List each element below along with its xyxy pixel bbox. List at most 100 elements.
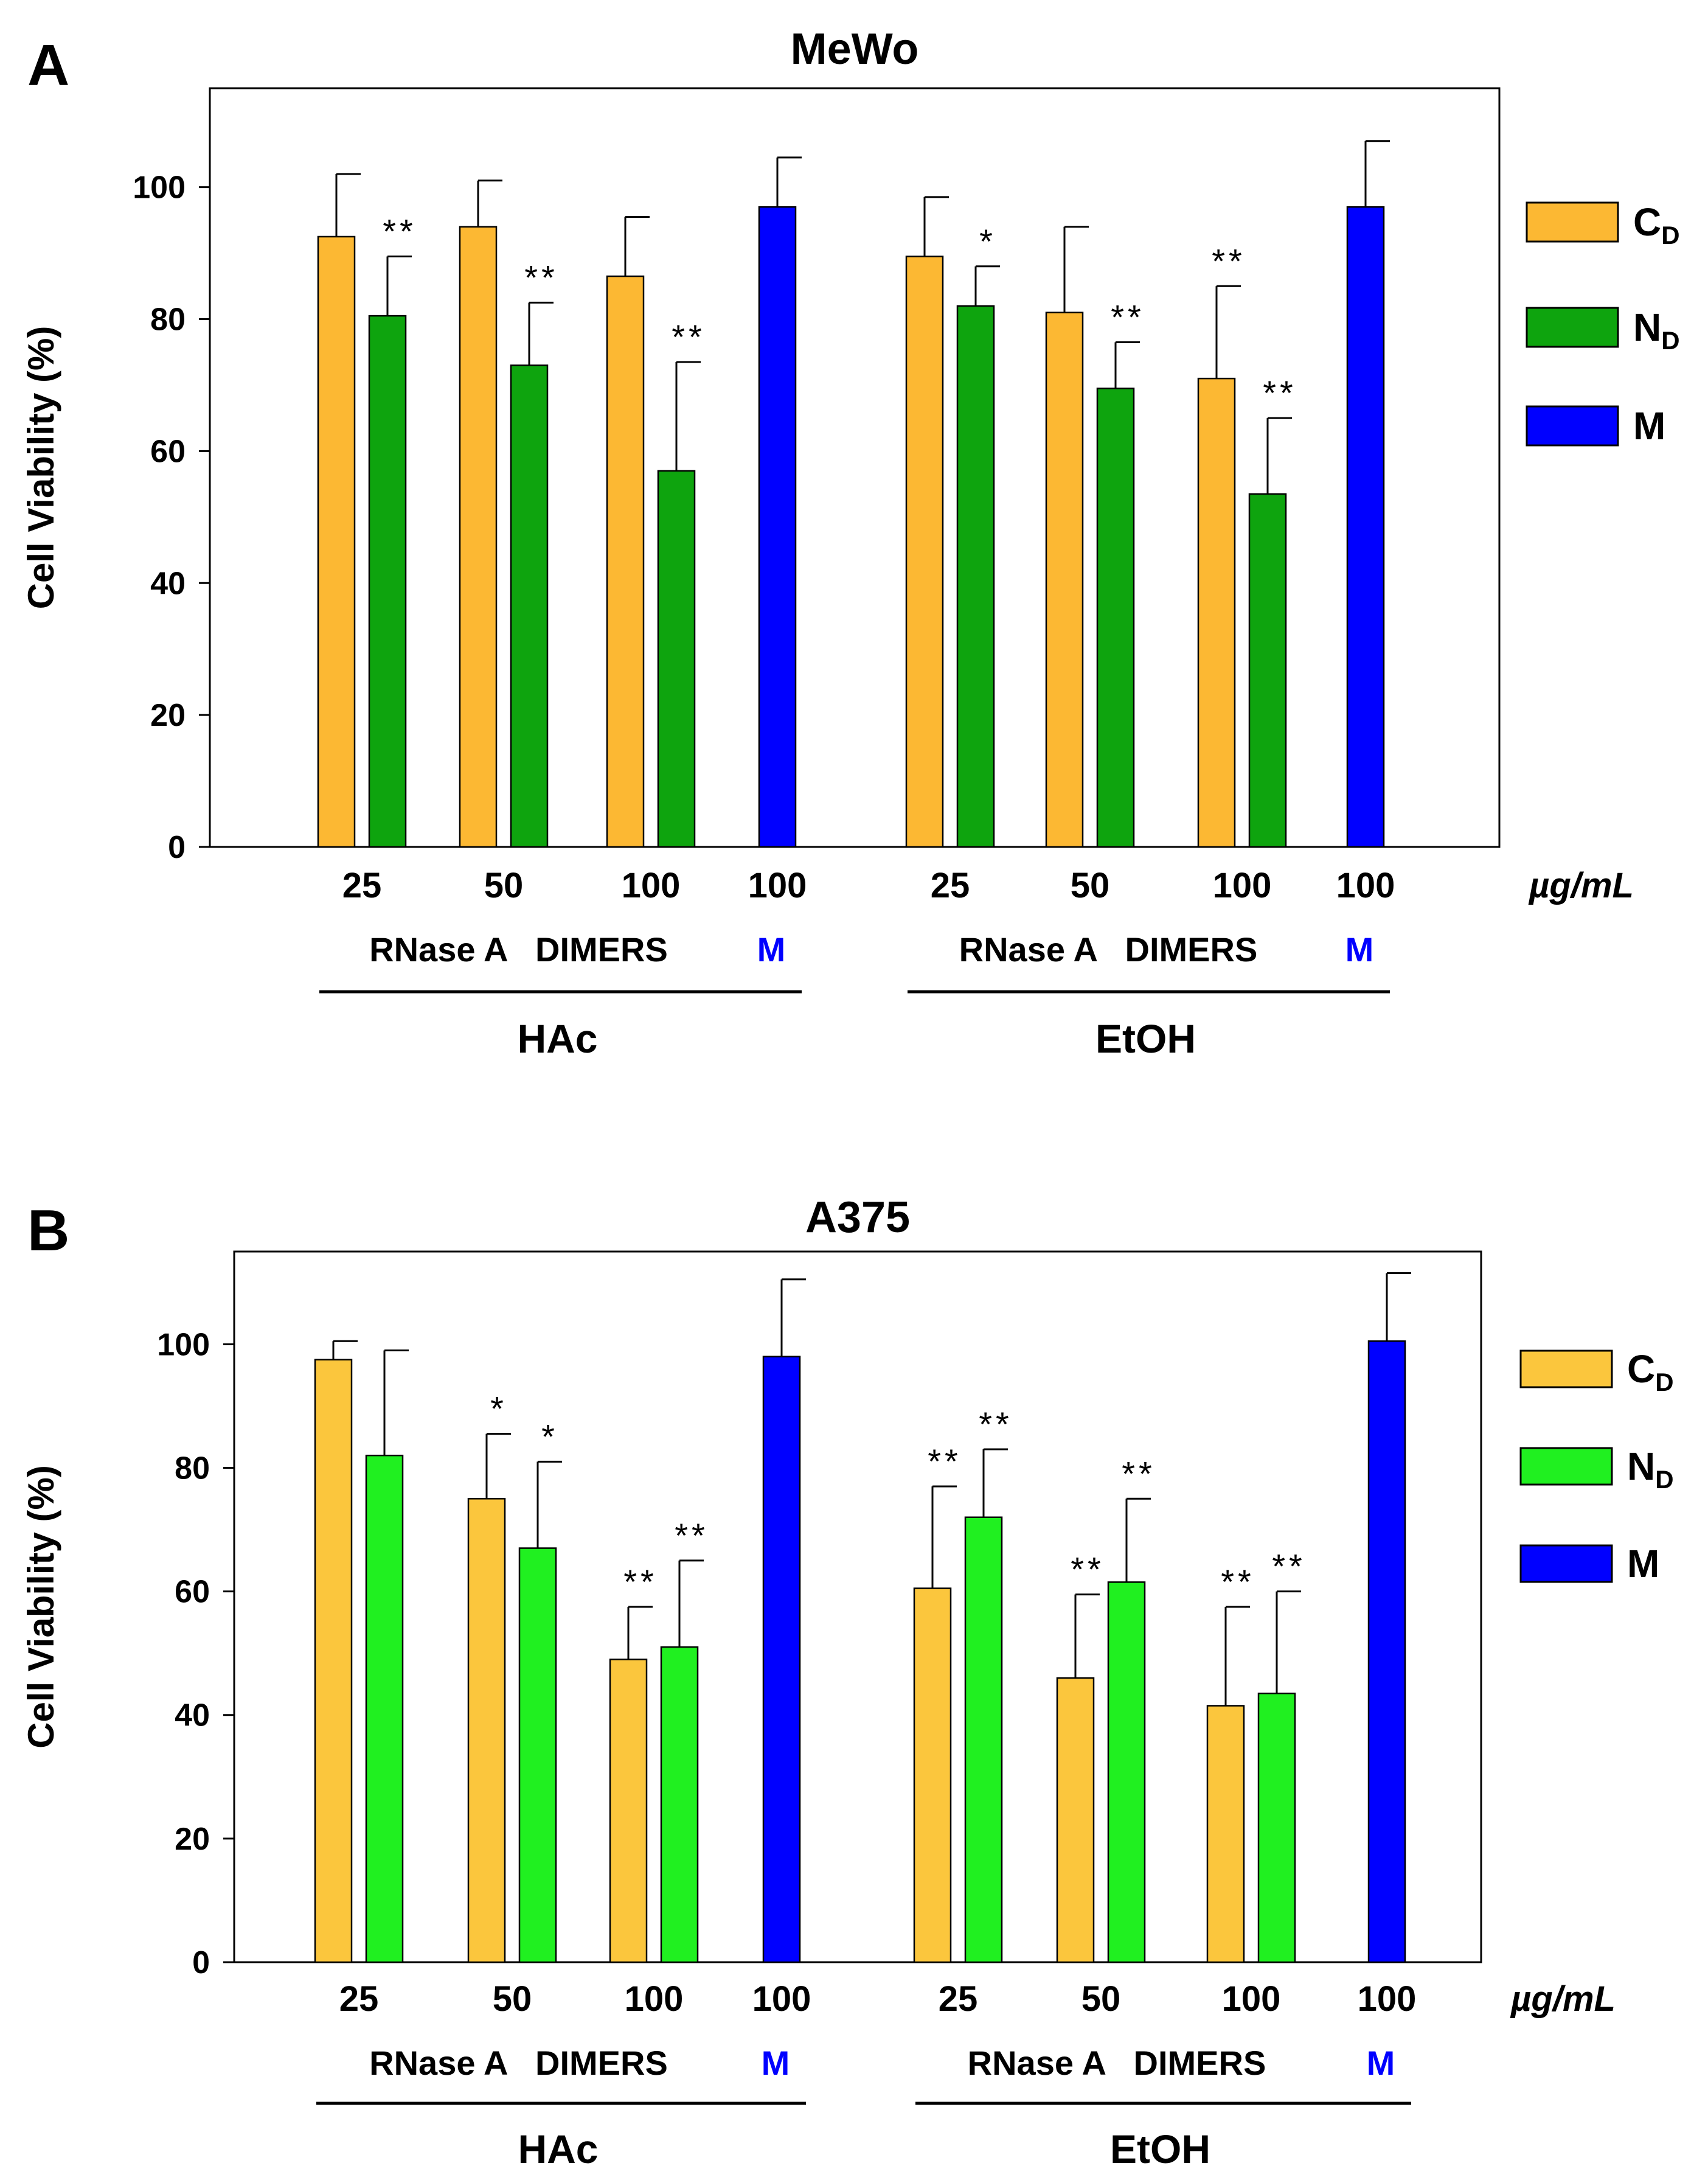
monomer-label: M [757,930,786,969]
legend-label-main: M [1633,404,1665,448]
monomer-label: M [1367,2044,1395,2082]
legend-label-subscript: D [1661,326,1679,355]
bar-nd [956,305,995,848]
bar-nd [1257,1692,1296,1963]
bar-nd [660,1646,699,1963]
legend-label-main: C [1627,1347,1655,1391]
legend-swatch-nd [1526,307,1619,348]
dose-label: 100 [1358,1979,1417,2019]
bar-nd [518,1547,557,1963]
legend-label-cd: CD [1633,200,1680,249]
y-tick-label: 20 [175,1822,210,1857]
significance-marker: ** [928,1442,962,1480]
group-label: HAc [518,2126,598,2171]
bar-cd [314,1359,353,1963]
bar-cd [1056,1677,1095,1963]
dose-label: 25 [931,866,970,905]
legend-label-subscript: D [1655,1368,1673,1396]
monomer-label: M [1345,930,1374,969]
significance-marker: ** [672,318,706,356]
panel-letter: A [27,33,69,98]
group-label: EtOH [1110,2126,1210,2171]
dose-label: 25 [342,866,382,905]
significance-marker: ** [1071,1550,1105,1589]
unit-label: µg/mL [1528,866,1634,905]
bar-nd [365,1454,404,1963]
chart-panel-a: A MeWo 0 20 40 60 80 100 Cell Viability (%) ** 25 *… [21,25,1680,1061]
y-tick-label: 80 [175,1450,210,1486]
y-axis-label: Cell Viability (%) [21,1465,61,1749]
y-tick-label: 0 [168,830,186,865]
significance-marker: ** [1212,242,1246,280]
bar-nd [657,470,696,848]
y-tick-label: 0 [192,1945,210,1980]
legend-label-subscript: D [1661,221,1679,249]
dose-label: 50 [484,866,524,905]
y-tick-label: 40 [150,566,186,601]
bar-cd [459,226,498,848]
legend-label-nd: ND [1627,1444,1674,1494]
dose-label: 100 [748,866,807,905]
significance-marker: * [541,1417,558,1455]
bar-nd [1248,493,1287,848]
legend-label-main: C [1633,200,1661,244]
legend-label-m: M [1633,404,1665,448]
dose-label: 100 [625,1979,684,2019]
bar-cd [1045,312,1084,848]
significance-marker: ** [623,1562,658,1601]
y-tick-label: 20 [150,698,186,733]
y-tick-label: 100 [157,1327,210,1362]
y-axis-label: Cell Viability (%) [21,326,61,610]
treatment-label: RNase A DIMERS [959,930,1258,969]
legend-swatch-nd [1519,1447,1613,1486]
y-tick-label: 100 [133,170,186,206]
bar-nd [964,1516,1003,1963]
dose-label: 100 [622,866,681,905]
significance-marker: ** [383,212,417,251]
bar-cd [606,275,645,848]
treatment-label: RNase A DIMERS [369,2044,668,2082]
plot-frame [209,87,1501,848]
significance-marker: ** [1272,1547,1306,1586]
bar-nd [510,364,549,848]
group-label: HAc [517,1016,597,1061]
bar-cd [609,1659,648,1963]
dose-label: 50 [1081,1979,1121,2019]
bar-cd [905,256,944,848]
legend-swatch-m [1526,405,1619,447]
significance-marker: ** [979,1405,1013,1443]
dose-label: 100 [1213,866,1272,905]
bar-m [1346,206,1385,848]
dose-label: 50 [493,1979,532,2019]
legend-swatch-cd [1526,201,1619,243]
significance-marker: * [490,1390,507,1428]
bar-m [1367,1340,1406,1963]
chart-title: A375 [805,1193,910,1242]
bar-cd [1197,377,1236,848]
significance-marker: ** [1122,1454,1156,1492]
dose-label: 50 [1071,866,1110,905]
legend-swatch-m [1519,1544,1613,1583]
bar-m [758,206,797,848]
dose-label: 100 [1336,866,1395,905]
y-tick-label: 60 [150,434,186,469]
bar-m [762,1356,801,1963]
dose-label: 100 [1222,1979,1281,2019]
legend-label-cd: CD [1627,1347,1674,1396]
bar-nd [1096,388,1135,848]
unit-label: µg/mL [1510,1979,1616,2019]
significance-marker: ** [1221,1562,1255,1601]
legend-label-m: M [1627,1542,1659,1586]
dose-label: 25 [939,1979,978,2019]
monomer-label: M [762,2044,790,2082]
significance-marker: ** [524,258,558,296]
treatment-label: RNase A DIMERS [369,930,668,969]
legend-label-nd: ND [1633,305,1680,355]
panel-letter: B [27,1198,69,1263]
y-tick-label: 40 [175,1698,210,1733]
y-tick-label: 60 [175,1575,210,1610]
significance-marker: ** [675,1516,709,1555]
dose-label: 25 [339,1979,379,2019]
bar-nd [1107,1581,1146,1963]
